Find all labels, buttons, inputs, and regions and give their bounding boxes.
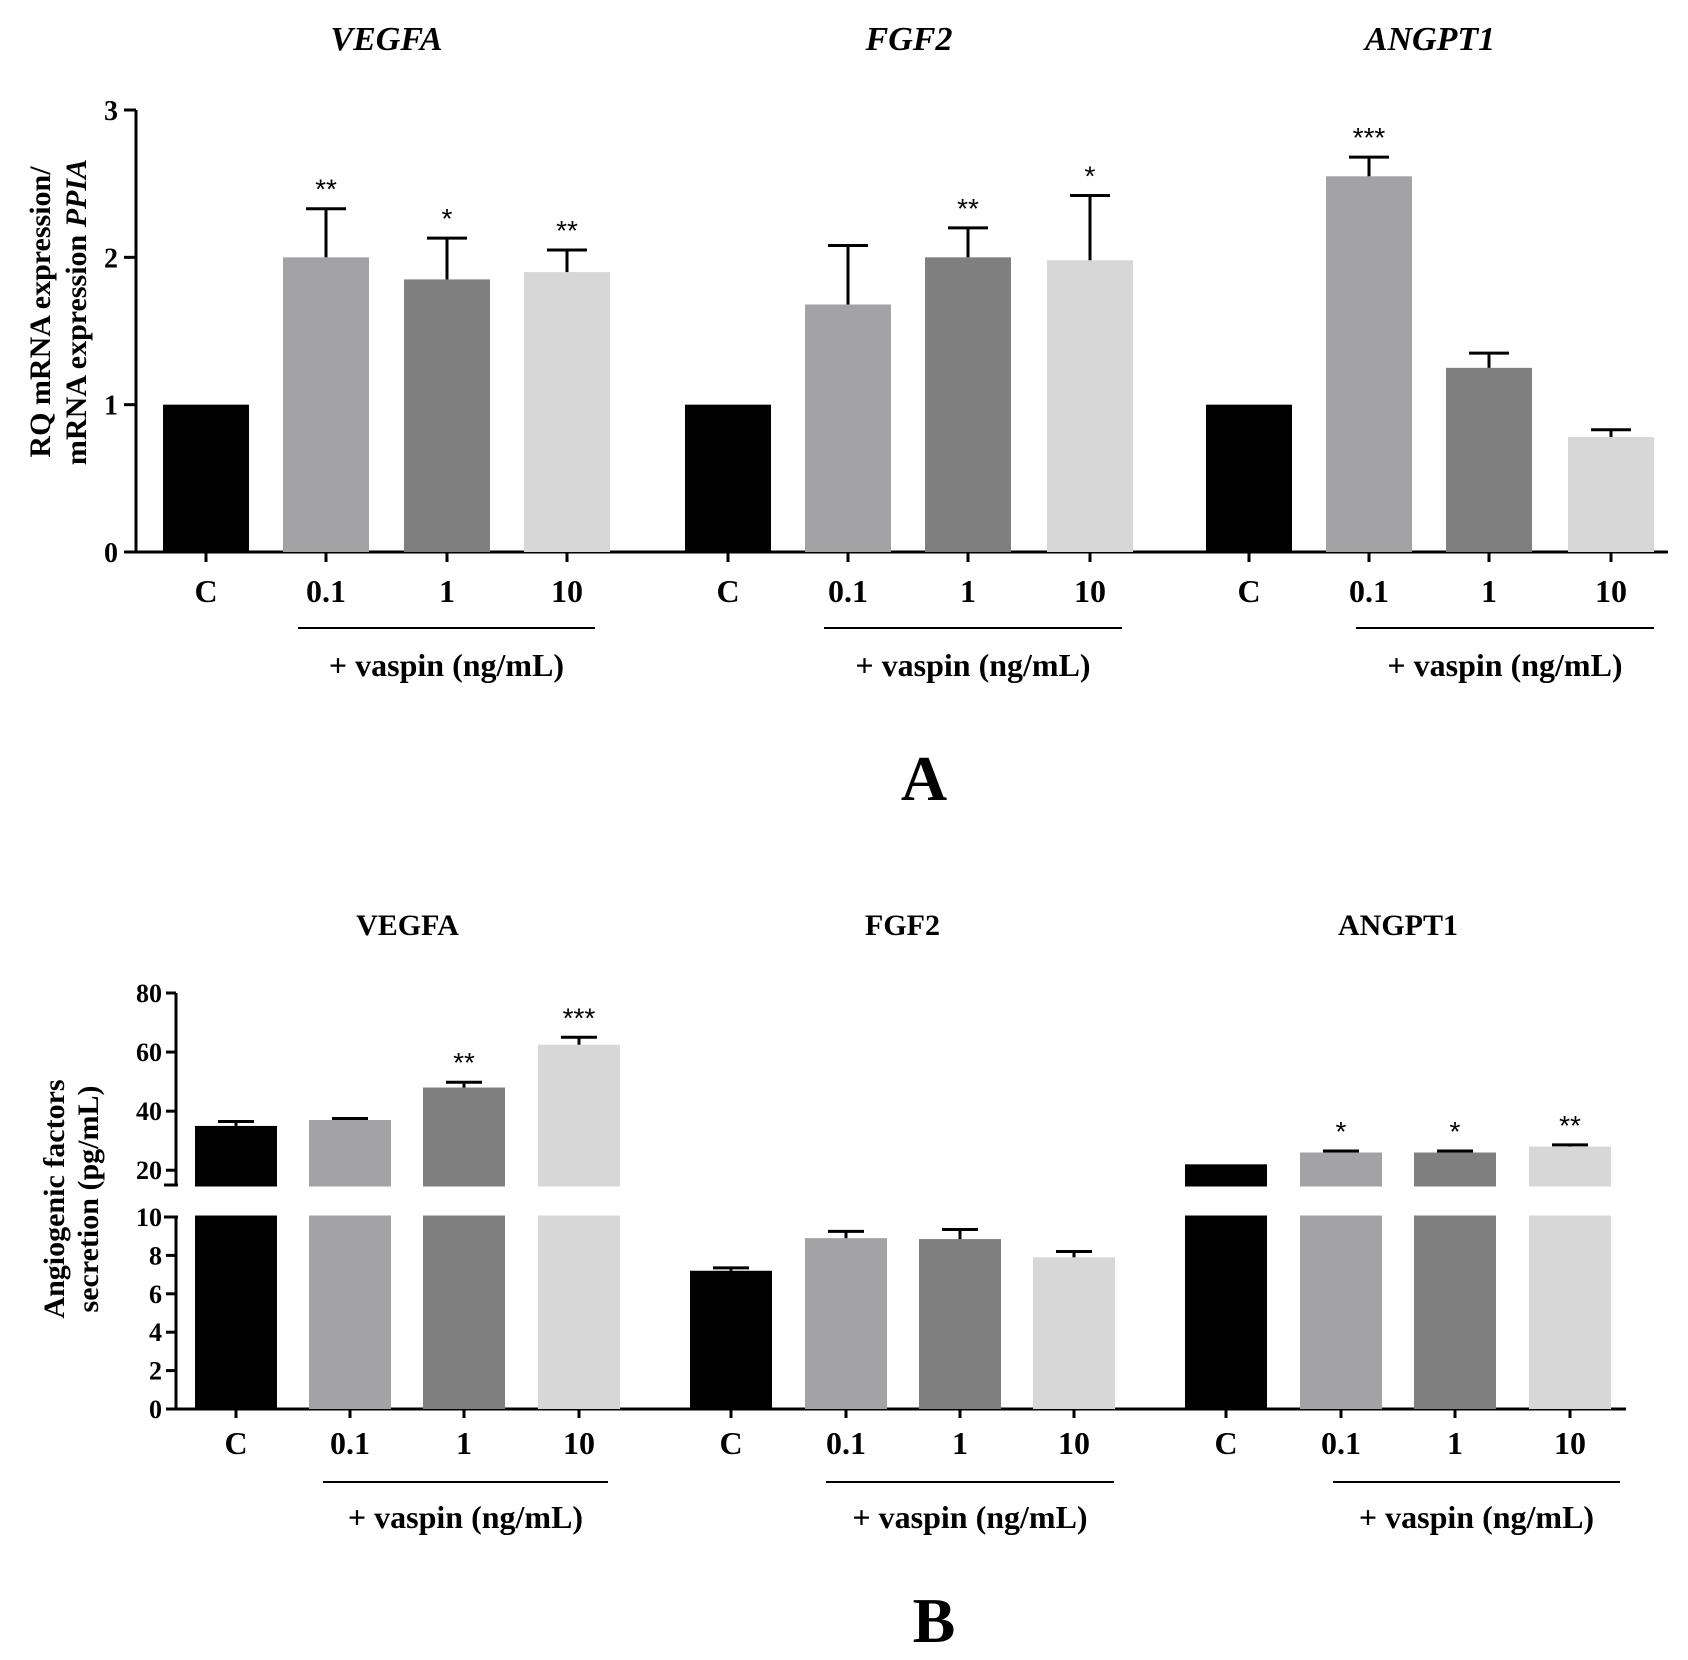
y-tick-label: 0 (104, 538, 118, 569)
significance-marker: *** (563, 1002, 596, 1033)
x-category-label: 1 (960, 573, 976, 609)
treatment-label: + vaspin (ng/mL) (855, 647, 1090, 683)
gene-title-vegfa: VEGFA (356, 909, 459, 942)
panel-a-chart: 0 1 2 3 RQ mRNA expression/mRNA expression P… (24, 21, 1668, 683)
x-category-label: C (1214, 1425, 1237, 1461)
significance-marker: ** (957, 193, 979, 224)
treatment-label: + vaspin (ng/mL) (329, 647, 564, 683)
y-tick-label: 8 (149, 1241, 162, 1270)
y-tick-label: 6 (149, 1280, 162, 1309)
gene-title-fgf2: FGF2 (865, 21, 953, 58)
bar-vegfa-0-1 (283, 257, 369, 552)
significance-marker: ** (556, 215, 578, 246)
x-category-label: 10 (1058, 1425, 1090, 1461)
bar-fgf2-1 (919, 1239, 1001, 1409)
axis-break-gap (178, 1186, 1628, 1216)
significance-marker: *** (1353, 122, 1386, 153)
panel-b-label: B (913, 1585, 956, 1656)
bar-fgf2-0-1 (805, 1238, 887, 1409)
x-category-label: 10 (1595, 573, 1627, 609)
y-axis-title-line-1: Angiogenic factors (38, 1079, 71, 1318)
treatment-label: + vaspin (ng/mL) (1359, 1499, 1594, 1535)
bar-vegfa-0-1 (309, 1120, 391, 1409)
x-category-label: C (719, 1425, 742, 1461)
y-tick-label: 60 (136, 1038, 162, 1067)
x-category-label: 1 (1447, 1425, 1463, 1461)
bar-vegfa-1 (423, 1087, 505, 1409)
y-axis-title-line-2-text: mRNA expression (60, 227, 93, 465)
x-category-label: C (194, 573, 217, 609)
x-category-label: 10 (1554, 1425, 1586, 1461)
x-category-label: 10 (563, 1425, 595, 1461)
significance-marker: ** (453, 1047, 475, 1078)
bar-angpt1-10 (1568, 437, 1654, 552)
x-category-label: 0.1 (306, 573, 346, 609)
bar-vegfa-10 (524, 272, 610, 552)
treatment-label: + vaspin (ng/mL) (1387, 647, 1622, 683)
y-axis-title-line-2: mRNA expression PPIA (60, 159, 93, 465)
bar-angpt1-0-1 (1326, 176, 1412, 553)
y-axis-title: Angiogenic factors secretion (pg/mL) (38, 1079, 105, 1318)
significance-marker: * (1336, 1116, 1347, 1147)
bar-fgf2-1 (925, 257, 1011, 552)
y-axis-title: RQ mRNA expression/mRNA expression PPIA (24, 159, 93, 465)
bar-vegfa-c (163, 404, 249, 552)
y-tick-label: 20 (136, 1156, 162, 1185)
y-axis-title-line-2: secretion (pg/mL) (72, 1086, 105, 1313)
gene-title-vegfa: VEGFA (330, 21, 442, 58)
y-tick-label: 2 (104, 243, 118, 274)
x-category-label: C (1237, 573, 1260, 609)
x-category-label: 0.1 (826, 1425, 866, 1461)
y-axis-title-line-2-gene: PPIA (60, 159, 93, 228)
x-category-label: 1 (439, 573, 455, 609)
y-tick-label: 80 (136, 979, 162, 1008)
panel-a-label: A (901, 743, 947, 814)
x-category-label: 0.1 (828, 573, 868, 609)
y-axis-title-line-1: RQ mRNA expression/ (24, 166, 57, 458)
significance-marker: ** (1559, 1110, 1581, 1141)
bar-fgf2-10 (1047, 260, 1133, 552)
bar-vegfa-c (195, 1125, 277, 1409)
x-category-label: 0.1 (1349, 573, 1389, 609)
bar-vegfa-10 (538, 1044, 620, 1409)
x-category-label: 1 (952, 1425, 968, 1461)
x-category-label: 10 (551, 573, 583, 609)
y-tick-label: 1 (104, 391, 118, 422)
y-tick-label: 10 (136, 1203, 162, 1232)
significance-marker: ** (315, 174, 337, 205)
x-category-label: 1 (456, 1425, 472, 1461)
gene-title-angpt1: ANGPT1 (1338, 909, 1458, 942)
treatment-label: + vaspin (ng/mL) (852, 1499, 1087, 1535)
bar-fgf2-0-1 (805, 304, 891, 552)
gene-title-fgf2: FGF2 (865, 909, 940, 942)
panel-b-chart: 0 2 4 6 8 10 20 40 60 80 Angiogenic factors secreti… (38, 909, 1628, 1535)
x-category-label: 0.1 (330, 1425, 370, 1461)
y-tick-label: 4 (149, 1318, 162, 1347)
bar-fgf2-10 (1033, 1257, 1115, 1409)
bar-angpt1-1 (1446, 367, 1532, 552)
x-category-label: 10 (1074, 573, 1106, 609)
bar-fgf2-c (685, 404, 771, 552)
bar-vegfa-1 (404, 279, 490, 552)
x-category-label: C (224, 1425, 247, 1461)
bar-angpt1-10 (1529, 1146, 1611, 1409)
significance-marker: * (1085, 160, 1096, 191)
bar-angpt1-c (1206, 404, 1292, 552)
significance-marker: * (442, 203, 453, 234)
x-category-label: C (716, 573, 739, 609)
y-tick-label: 40 (136, 1097, 162, 1126)
y-tick-label: 0 (149, 1395, 162, 1424)
y-tick-label: 2 (149, 1357, 162, 1386)
treatment-label: + vaspin (ng/mL) (348, 1499, 583, 1535)
significance-marker: * (1450, 1116, 1461, 1147)
x-category-label: 1 (1481, 573, 1497, 609)
x-category-label: 0.1 (1321, 1425, 1361, 1461)
bar-fgf2-c (690, 1270, 772, 1409)
y-tick-label: 3 (104, 96, 118, 127)
gene-title-angpt1: ANGPT1 (1363, 21, 1495, 58)
